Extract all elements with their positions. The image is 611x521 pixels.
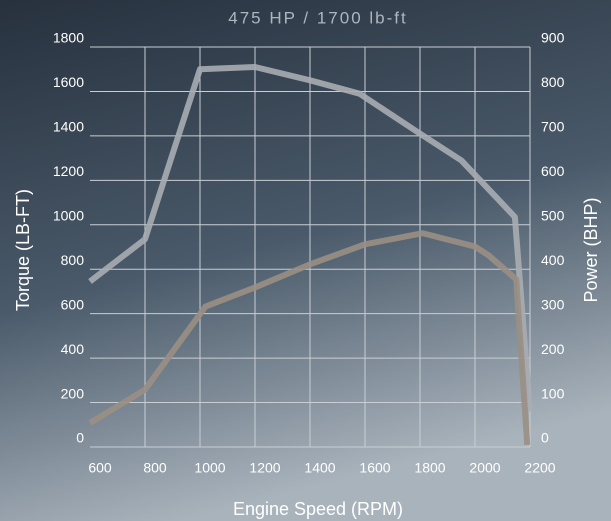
y2-tick-label: 300 — [541, 296, 565, 312]
y-tick-label: 1600 — [53, 74, 84, 90]
y2-axis-label: Power (BHP) — [581, 197, 601, 302]
y-tick-label: 200 — [61, 385, 85, 401]
chart-title: 475 HP / 1700 lb-ft — [228, 8, 407, 27]
y2-tick-label: 900 — [541, 30, 565, 46]
y-tick-label: 600 — [61, 296, 85, 312]
y2-tick-label: 800 — [541, 74, 565, 90]
y-tick-label: 1800 — [53, 30, 84, 46]
y2-tick-label: 600 — [541, 163, 565, 179]
y-tick-label: 400 — [61, 341, 85, 357]
x-tick-label: 1400 — [304, 460, 335, 476]
x-axis-label: Engine Speed (RPM) — [233, 499, 403, 519]
x-tick-label: 1800 — [414, 460, 445, 476]
y2-tick-label: 100 — [541, 385, 565, 401]
y2-tick-label: 400 — [541, 252, 565, 268]
y-tick-label: 1000 — [53, 207, 84, 223]
y2-tick-label: 500 — [541, 207, 565, 223]
x-tick-label: 2000 — [469, 460, 500, 476]
y2-tick-label: 700 — [541, 119, 565, 135]
series-line — [88, 230, 531, 445]
x-tick-label: 2200 — [524, 460, 555, 476]
x-tick-label: 600 — [88, 460, 112, 476]
y-tick-label: 1400 — [53, 119, 84, 135]
y2-tick-label: 200 — [541, 341, 565, 357]
y-tick-label: 800 — [61, 252, 85, 268]
x-tick-label: 1600 — [359, 460, 390, 476]
y-axis-label: Torque (LB-FT) — [13, 189, 33, 311]
x-tick-label: 1200 — [249, 460, 280, 476]
x-tick-label: 1000 — [194, 460, 225, 476]
y-tick-label: 1200 — [53, 163, 84, 179]
x-tick-label: 800 — [143, 460, 167, 476]
series-line — [88, 64, 533, 412]
y-tick-label: 0 — [76, 430, 84, 446]
y2-tick-label: 0 — [541, 430, 549, 446]
